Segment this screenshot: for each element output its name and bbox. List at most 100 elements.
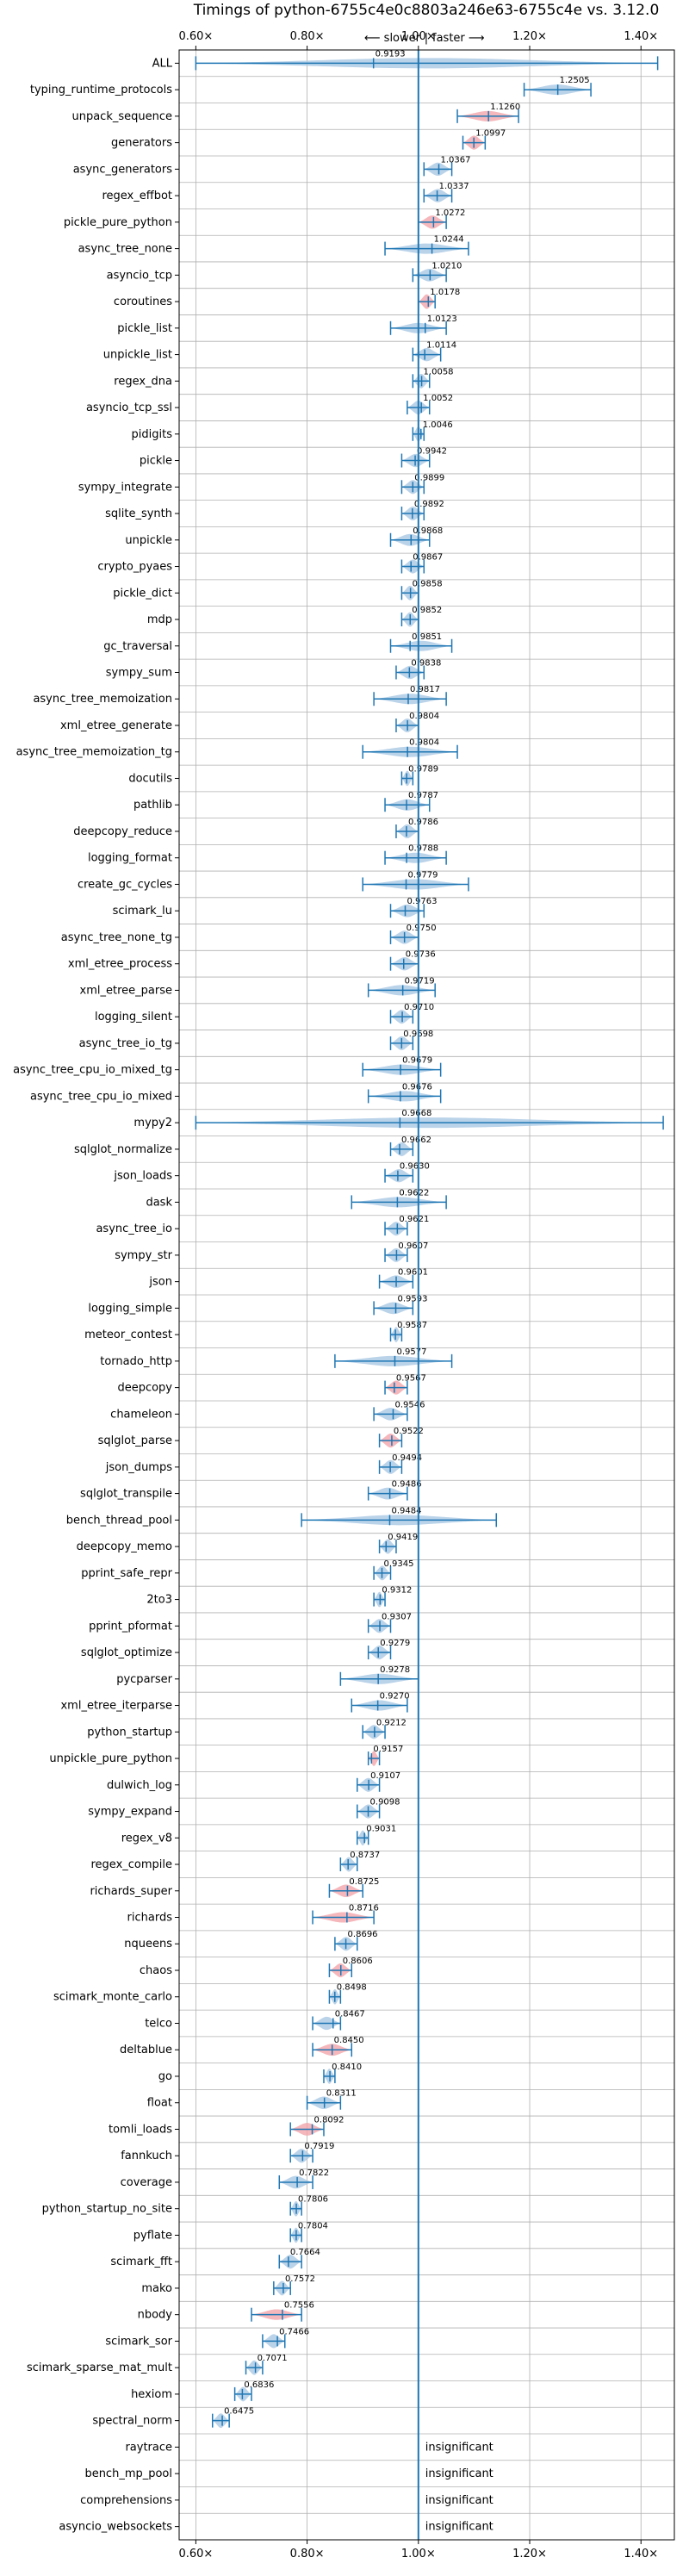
benchmark-label: logging_silent [95,1011,172,1024]
value-label: 0.9899 [414,473,444,482]
benchmark-label: python_startup_no_site [42,2203,172,2216]
benchmark-label: float [147,2097,172,2110]
value-label: 0.9662 [401,1136,431,1145]
benchmark-label: async_tree_cpu_io_mixed_tg [13,1064,172,1077]
benchmark-label: mako [141,2282,172,2295]
benchmark-label: meteor_contest [84,1328,172,1341]
benchmark-label: docutils [128,772,172,785]
chart-title: Timings of python-6755c4e0c8803a246e63-6… [193,2,660,19]
value-label: 0.9345 [383,1559,413,1569]
value-label: 0.6475 [224,2407,254,2417]
benchmark-label: unpickle_pure_python [49,1752,172,1765]
benchmark-label: pprint_safe_repr [81,1567,172,1580]
benchmark-label: json_loads [113,1170,172,1183]
value-label: 0.8311 [326,2089,357,2099]
benchmark-label: typing_runtime_protocols [30,84,172,96]
benchmark-label: crypto_pyaes [97,561,172,574]
value-label: 0.8498 [337,1983,367,1993]
value-label: 0.7664 [290,2248,320,2257]
value-label: 0.7804 [298,2221,328,2231]
value-label: 0.9942 [417,447,447,457]
benchmark-label: spectral_norm [92,2415,172,2428]
grid [179,50,674,2541]
benchmark-label: richards [127,1912,173,1925]
tick-label-bottom: 1.20× [512,2548,547,2560]
value-label: 1.0244 [434,235,464,245]
benchmark-label: pathlib [133,799,172,812]
benchmark-label: sympy_sum [106,667,172,680]
benchmark-label: asyncio_tcp [107,269,172,282]
benchmark-label: regex_effbot [102,190,172,202]
benchmark-label: scimark_lu [113,905,172,918]
value-label: 0.9838 [411,659,441,669]
violins-layer: 0.9193 1.2505 1.1260 1.0997 1.0367 1.0337 1.02… [195,49,664,2540]
plot-frame [178,49,675,2541]
value-label: 0.9157 [373,1745,403,1754]
benchmark-label: pickle_pure_python [64,216,172,229]
benchmark-label: deltablue [120,2044,172,2056]
value-label: 0.9279 [380,1639,410,1648]
benchmark-label: async_generators [73,163,173,176]
value-label: 0.9788 [408,844,438,854]
value-label: 0.9567 [396,1374,426,1384]
value-label: 1.0210 [431,261,462,271]
benchmark-label: scimark_sor [105,2335,172,2348]
benchmark-label: telco [145,2017,172,2030]
value-label: 0.8450 [334,2036,364,2045]
benchmark-label: deepcopy_memo [77,1540,172,1553]
benchmark-label: json [148,1276,172,1289]
tick-label-bottom: 1.40× [624,2548,658,2560]
insignificant-label: insignificant [425,2441,493,2454]
value-label: 0.9736 [406,950,436,960]
value-label: 0.9593 [398,1294,428,1304]
benchmark-label: sympy_expand [88,1806,172,1819]
value-label: 0.7572 [285,2274,315,2284]
value-label: 1.0052 [423,394,453,403]
benchmark-label: nbody [138,2309,173,2322]
benchmark-label: tomli_loads [109,2123,172,2136]
value-label: 1.0367 [441,155,471,165]
value-label: 0.9107 [370,1771,400,1781]
benchmark-label: bench_thread_pool [66,1514,172,1527]
value-label: 0.9676 [402,1082,432,1092]
benchmark-label: xml_etree_generate [60,719,172,732]
value-label: 0.8725 [349,1877,379,1887]
value-label: 0.9278 [380,1665,410,1675]
value-label: 0.7822 [299,2168,329,2178]
benchmark-label: create_gc_cycles [78,878,172,891]
benchmark-label: pycparser [116,1673,172,1686]
benchmark-label: 2to3 [146,1594,172,1607]
benchmark-label: sympy_integrate [78,481,172,494]
value-label: 0.7806 [298,2195,328,2205]
benchmark-label: sympy_str [115,1249,172,1262]
benchmark-label: mdp [147,613,172,626]
benchmark-label: pprint_pformat [89,1620,172,1633]
tick-label-top: 1.20× [512,30,547,43]
value-label: 0.9852 [412,606,442,615]
benchmark-label: deepcopy [117,1382,172,1395]
value-label: 0.9577 [396,1347,426,1357]
benchmark-label: async_tree_memoization_tg [16,746,172,759]
value-label: 0.9668 [401,1109,431,1118]
value-label: 0.9031 [366,1824,396,1833]
value-label: 0.8696 [348,1930,378,1939]
value-label: 0.9630 [400,1162,430,1172]
benchmark-label: unpickle_list [103,349,172,362]
value-label: 1.0114 [426,341,456,351]
value-label: 0.9486 [392,1480,422,1490]
value-label: 1.0337 [439,182,469,191]
value-label: 1.1260 [490,103,520,112]
value-label: 0.7466 [279,2327,309,2336]
value-label: 0.9212 [376,1718,407,1727]
value-label: 0.9587 [397,1321,427,1330]
faster-direction-label: faster ⟶ [432,32,485,45]
value-label: 1.2505 [560,76,590,85]
value-label: 0.8092 [314,2115,344,2125]
benchmark-label: regex_v8 [121,1832,172,1845]
tick-label-top: 0.80× [290,30,325,43]
benchmark-label: dulwich_log [107,1779,172,1792]
value-label: 0.9494 [392,1453,422,1463]
slower-direction-label: ⟵ slower [364,32,421,45]
benchmark-label: chameleon [110,1408,172,1421]
value-label: 0.7071 [258,2354,288,2363]
